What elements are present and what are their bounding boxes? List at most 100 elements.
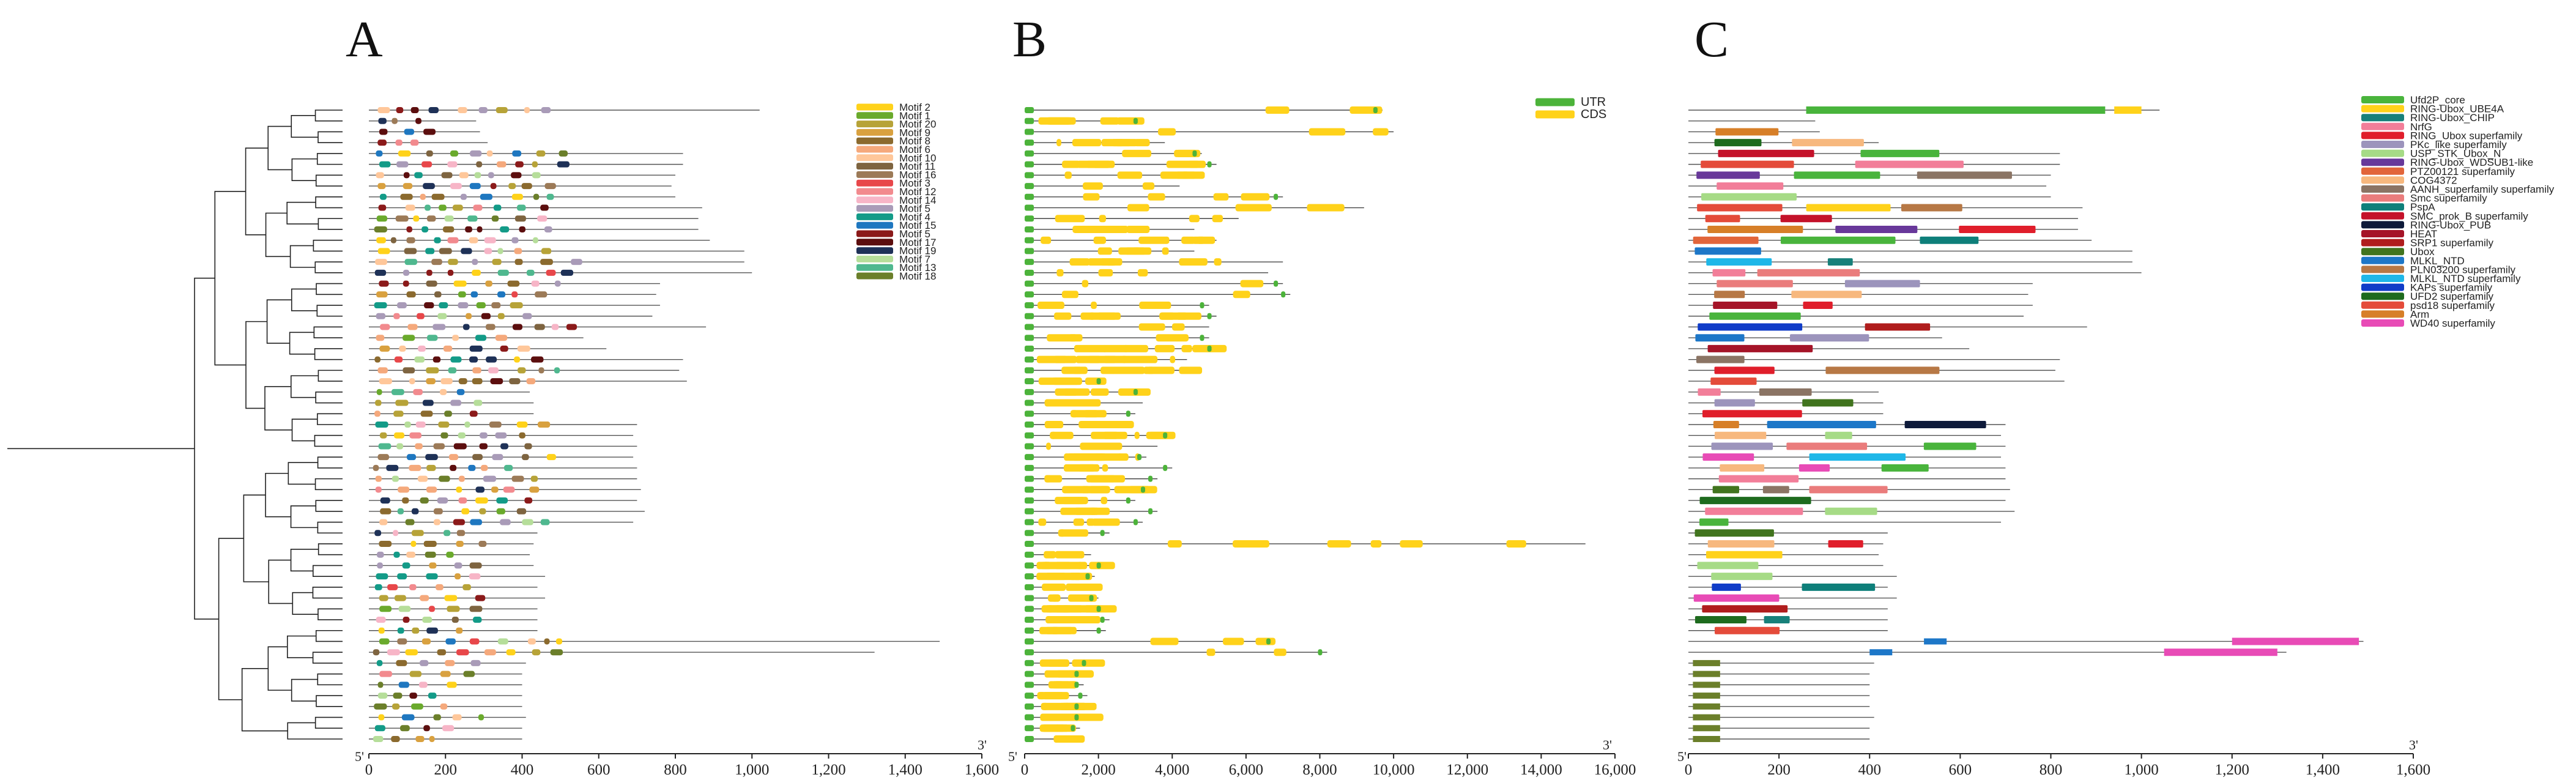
cds-box [1055,388,1078,396]
cds-box [1139,302,1160,310]
cds-box [1083,182,1103,190]
motif-box [375,422,388,428]
cds-box [1089,562,1115,570]
cds-box [1045,626,1060,634]
motif-box [403,269,410,276]
domain-box [1695,334,1745,342]
cds-box [1059,529,1088,537]
motif-box [432,356,441,363]
domain-box [1702,410,1802,418]
motif-box [409,464,421,471]
motif-box [379,161,391,168]
motif-box [472,378,483,385]
motif-box [458,497,467,504]
motif-box [374,530,382,537]
legend-label: UTR [1581,95,1606,109]
motif-box [469,606,483,612]
cds-box [1044,399,1055,407]
domain-box [1920,236,1979,244]
motif-box [426,215,436,222]
domain-box [1855,160,1964,168]
panel-c-axis-tick-label: 400 [1858,762,1882,778]
motif-box [456,627,463,634]
cds-box [1092,518,1120,526]
domain-box [1694,529,1774,537]
cds-box [1103,355,1127,363]
cds-box [1101,497,1108,505]
cds-box [1053,735,1078,743]
motif-box [446,551,454,558]
panel-b-axis-tick-label: 6,000 [1229,762,1263,778]
motif-box [425,204,431,211]
motif-box [524,497,533,504]
motif-box [375,475,382,482]
legend-label: SRP1 superfamily [2410,237,2494,249]
cds-box [1146,366,1175,374]
legend-swatch [2361,158,2404,166]
cds-box [1117,453,1122,461]
cds-box [1111,366,1145,374]
motif-box [534,324,545,330]
motif-box [514,356,521,363]
domain-box [1707,344,1813,352]
cds-box [1066,583,1103,591]
legend-swatch [856,137,893,144]
utr-box [1025,497,1034,504]
motif-box [497,638,508,645]
utr-box [1025,486,1034,493]
motif-box [426,627,438,634]
motif-box [489,422,502,428]
cds-box [1154,302,1171,310]
motif-box [496,508,505,514]
legend-label: Motif 4 [899,211,930,223]
legend-label: MLKL_NTD superfamily [2410,273,2521,284]
domain-box [1720,464,1765,472]
panel-b-axis-tick-label: 4,000 [1155,762,1189,778]
utr-box [1025,139,1034,146]
cds-box [1324,128,1346,136]
motif-box [531,280,540,287]
tree-branch [317,218,343,230]
legend-swatch [2361,96,2404,103]
cds-box [1154,344,1175,352]
motif-box [373,649,380,656]
motif-box [493,204,502,211]
cds-box [1255,637,1276,645]
motif-box [379,193,387,200]
utr-box [1025,150,1034,157]
cds-box [1038,518,1047,526]
domain-box [1714,366,1775,374]
cds-box [1274,648,1286,656]
legend-swatch [856,205,893,212]
legend-label: Motif 2 [899,102,930,113]
domain-box [1712,583,1741,591]
cds-box [1042,702,1061,710]
motif-box [417,313,425,319]
motif-box [473,399,483,406]
tree-branch [290,505,318,529]
legend-label: UFD2 superfamily [2410,291,2494,302]
panel-b-gene-structures [1025,106,1586,743]
motif-box [467,215,478,222]
cds-box [1077,225,1112,233]
cds-box [1126,388,1151,396]
motif-box [519,432,525,439]
domain-box [1717,182,1784,190]
motif-box [376,150,383,157]
motif-box [480,432,488,439]
utr-box [1025,606,1034,612]
motif-box [521,183,532,190]
utr-box [1192,150,1197,157]
cds-box [1089,507,1099,515]
motif-box [439,204,447,211]
motif-box [495,335,508,341]
motif-box [454,562,462,569]
cds-box [1080,442,1107,450]
domain-box [1698,388,1721,396]
motif-box [546,193,554,200]
tree-branch [286,201,319,225]
domain-box [1693,703,1720,710]
domain-box [1809,486,1888,494]
motif-box [373,464,379,471]
motif-box [512,150,522,157]
